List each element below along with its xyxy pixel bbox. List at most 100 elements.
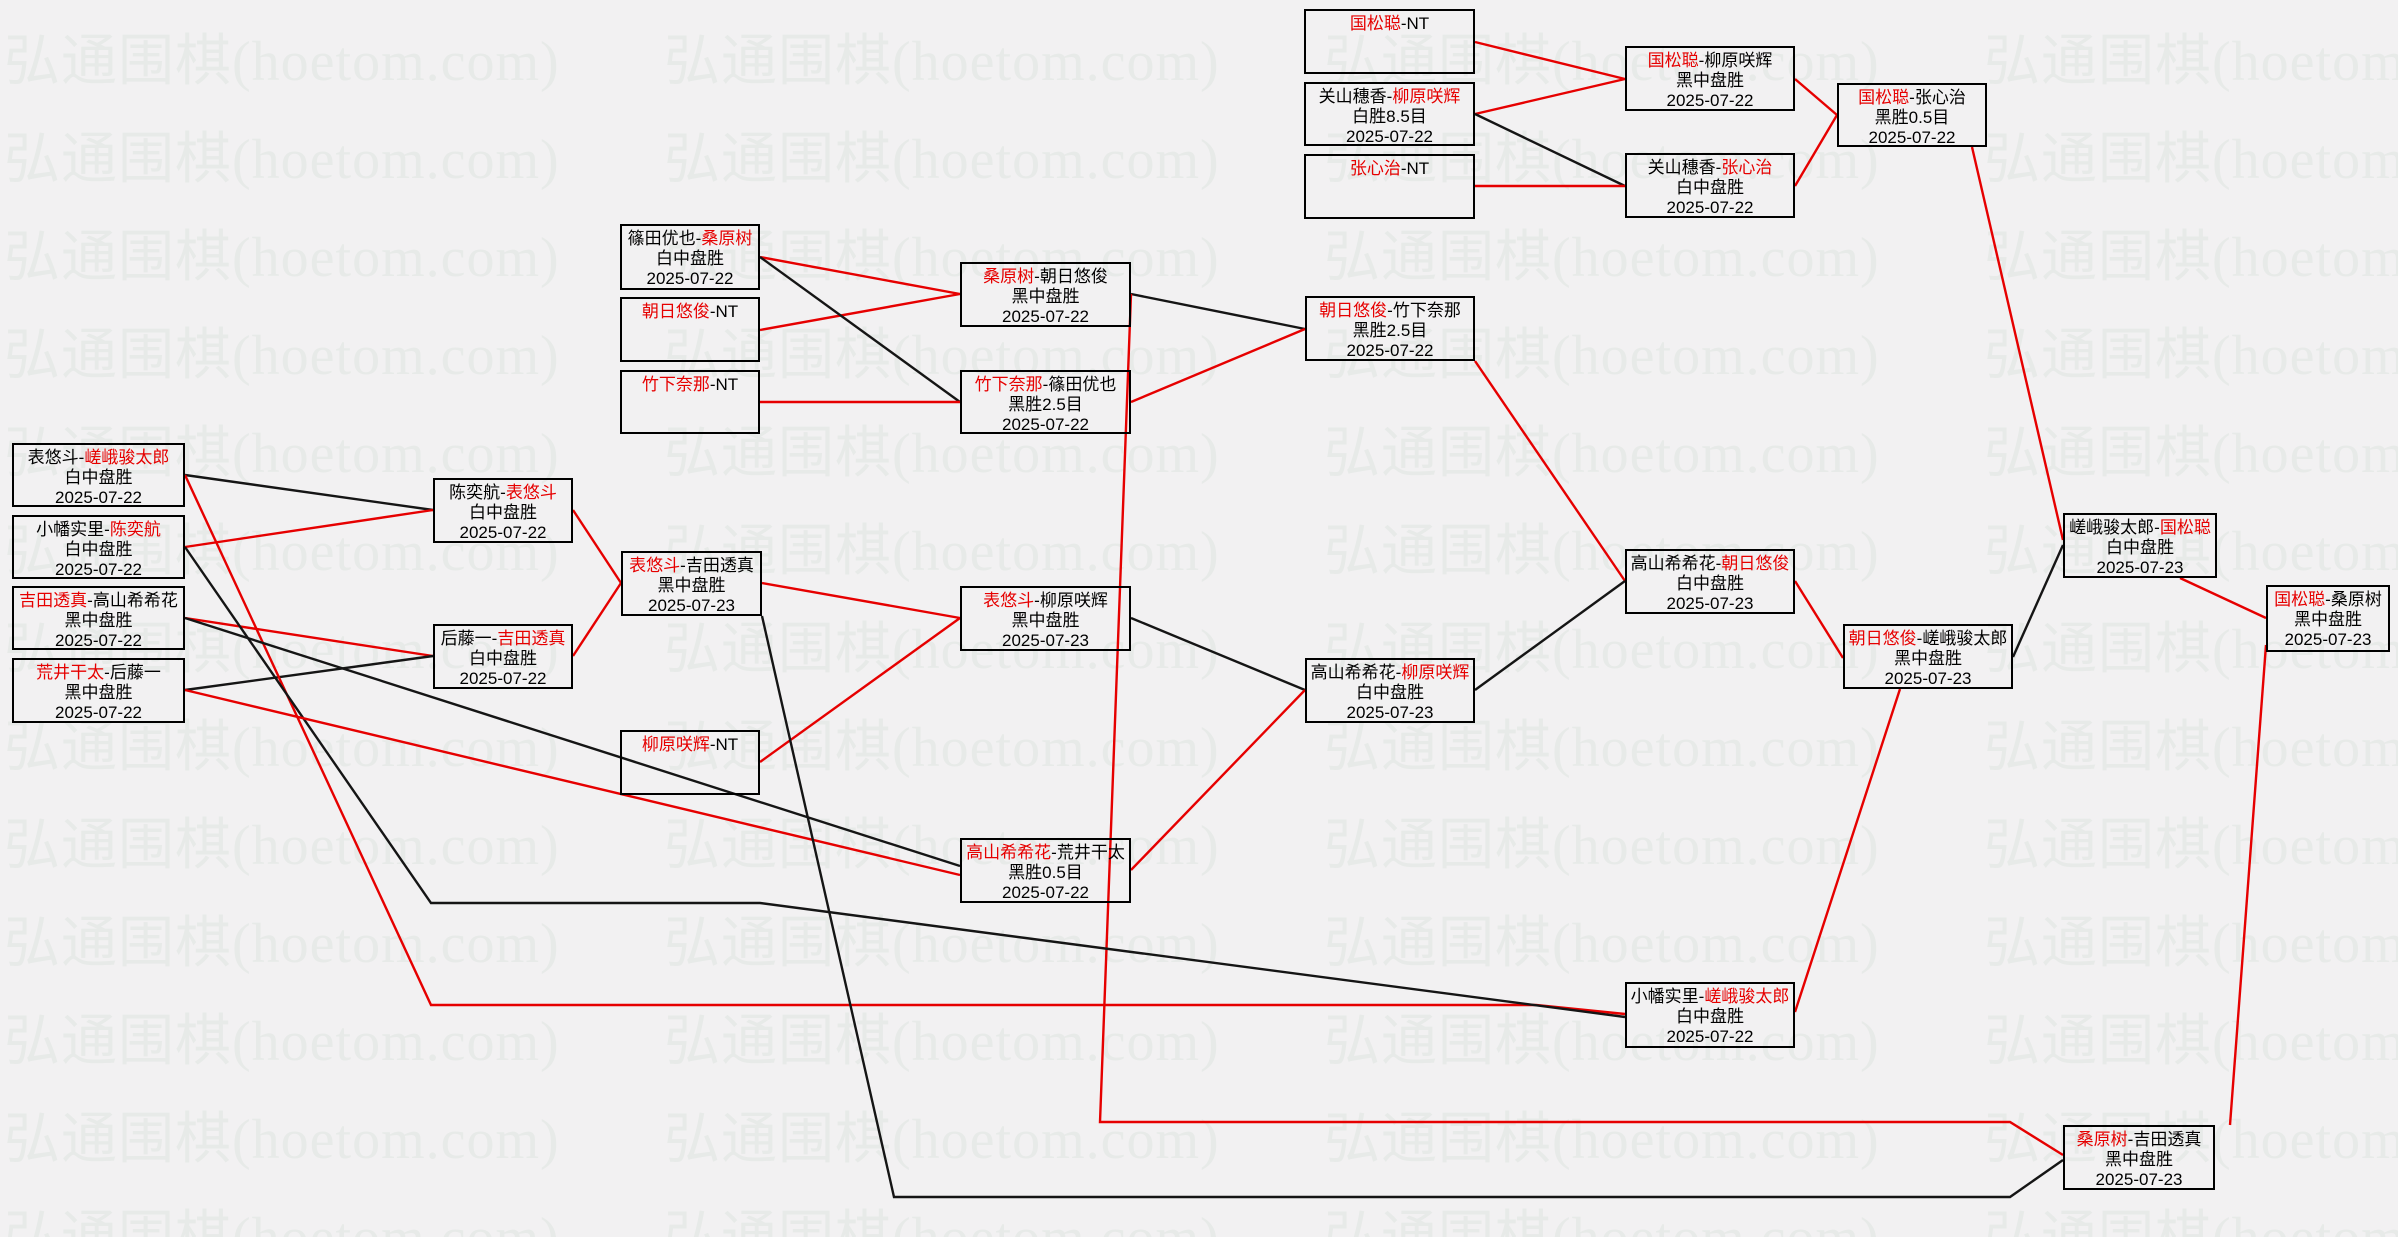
match-players: 桑原树-朝日悠俊 [962, 267, 1129, 287]
match-date: 2025-07-22 [55, 703, 142, 722]
match-players: 篠田优也-桑原树 [622, 229, 758, 249]
match-box-N2[interactable]: 朝日悠俊-NT [620, 297, 760, 362]
bracket-edge-A1-B1 [1474, 40, 1626, 81]
match-players: 朝日悠俊-嵯峨骏太郎 [1845, 629, 2011, 649]
match-box-B2[interactable]: 关山穗香-张心治 白中盘胜 2025-07-22 [1625, 153, 1795, 218]
match-result: 白中盘胜 [2106, 538, 2174, 557]
match-box-X1[interactable]: 桑原树-吉田透真 黑中盘胜 2025-07-23 [2063, 1125, 2215, 1190]
bracket-edge-L2-M1 [184, 508, 434, 549]
player-separator: - [1400, 14, 1407, 33]
player-name: 桑原树 [983, 267, 1035, 286]
bracket-edge-L3-M2 [184, 616, 434, 658]
match-result: 白胜8.5目 [1352, 107, 1427, 126]
match-result: 黑胜2.5目 [1352, 321, 1428, 340]
match-box-N1[interactable]: 篠田优也-桑原树 白中盘胜 2025-07-22 [620, 224, 760, 290]
match-box-L1[interactable]: 表悠斗-嵯峨骏太郎 白中盘胜 2025-07-22 [12, 443, 185, 507]
match-box-P1[interactable]: 朝日悠俊-竹下奈那 黑胜2.5目 2025-07-22 [1305, 296, 1475, 361]
player-separator: - [104, 520, 110, 539]
player-separator: - [709, 375, 716, 394]
player-name: 柳原咲辉 [1039, 591, 1108, 610]
player-separator: - [104, 663, 110, 682]
player-separator: - [2154, 518, 2160, 537]
match-box-U1[interactable]: 嵯峨骏太郎-国松聪 白中盘胜 2025-07-23 [2063, 513, 2217, 578]
bracket-edge-L1-W1 [183, 474, 1626, 1016]
match-box-Q2[interactable]: 高山希希花-荒井干太 黑胜0.5目 2025-07-22 [960, 838, 1131, 903]
match-box-L3[interactable]: 吉田透真-高山希希花 黑中盘胜 2025-07-22 [12, 586, 185, 650]
bracket-edge-L2-W1 [184, 546, 1626, 1019]
match-players: 张心治-NT [1306, 159, 1473, 179]
player-name: NT [715, 375, 739, 394]
match-box-L2[interactable]: 小幡实里-陈奕航 白中盘胜 2025-07-22 [12, 515, 185, 579]
match-box-O1[interactable]: 桑原树-朝日悠俊 黑中盘胜 2025-07-22 [960, 262, 1131, 327]
player-name: 表悠斗 [505, 483, 557, 502]
match-players: 朝日悠俊-竹下奈那 [1307, 301, 1473, 321]
match-result: 黑胜0.5目 [1874, 108, 1950, 127]
match-date: 2025-07-23 [1884, 669, 1972, 688]
player-name: NT [715, 735, 739, 754]
match-date: 2025-07-22 [1002, 307, 1089, 326]
match-box-N3[interactable]: 竹下奈那-NT [620, 370, 760, 434]
match-box-Q1[interactable]: 表悠斗-柳原咲辉 黑中盘胜 2025-07-23 [960, 586, 1131, 651]
player-separator: - [1698, 987, 1705, 1006]
match-result: 黑中盘胜 [657, 576, 726, 595]
match-result: 白中盘胜 [1676, 574, 1744, 593]
match-date: 2025-07-22 [459, 669, 547, 688]
player-separator: - [1698, 51, 1705, 70]
player-name: 吉田透真 [19, 591, 88, 610]
player-separator: - [1916, 629, 1923, 648]
player-separator: - [1386, 87, 1393, 106]
match-result: 白中盘胜 [1676, 1007, 1744, 1026]
bracket-edge-S1-T1 [1793, 580, 1845, 659]
match-box-M1[interactable]: 陈奕航-表悠斗 白中盘胜 2025-07-22 [433, 478, 573, 543]
match-box-A3[interactable]: 张心治-NT [1304, 154, 1475, 219]
match-box-M3[interactable]: 表悠斗-吉田透真 黑中盘胜 2025-07-23 [621, 551, 762, 616]
player-separator: - [1034, 267, 1040, 286]
match-box-A1[interactable]: 国松聪-NT [1304, 9, 1475, 74]
player-separator: - [695, 229, 702, 248]
match-date: 2025-07-23 [1002, 631, 1089, 650]
player-separator: - [1034, 591, 1040, 610]
bracket-edge-M3-X1 [760, 615, 2064, 1199]
match-players: 高山希希花-朝日悠俊 [1627, 554, 1793, 574]
bracket-edge-L4-M2 [184, 654, 434, 692]
match-players: 竹下奈那-篠田优也 [962, 375, 1129, 395]
match-box-W1[interactable]: 小幡实里-嵯峨骏太郎 白中盘胜 2025-07-22 [1625, 982, 1795, 1048]
player-name: 柳原咲辉 [1401, 663, 1470, 682]
match-players: 陈奕航-表悠斗 [435, 483, 571, 503]
match-box-V1[interactable]: 国松聪-桑原树 黑中盘胜 2025-07-23 [2266, 585, 2390, 652]
player-name: 桑原树 [2076, 1130, 2128, 1149]
match-result: 黑中盘胜 [1011, 611, 1080, 630]
match-result: 白中盘胜 [1356, 683, 1424, 702]
match-date: 2025-07-22 [1346, 127, 1433, 146]
match-box-A2[interactable]: 关山穗香-柳原咲辉 白胜8.5目 2025-07-22 [1304, 82, 1475, 146]
match-result: 白中盘胜 [64, 540, 133, 559]
bracket-edge-X1-V1 [2228, 644, 2268, 1126]
match-result: 黑中盘胜 [1894, 649, 1962, 668]
player-name: 柳原咲辉 [1392, 87, 1461, 106]
match-result: 黑中盘胜 [2294, 610, 2362, 629]
match-players: 表悠斗-柳原咲辉 [962, 591, 1129, 611]
match-result: 白中盘胜 [469, 649, 537, 668]
match-players: 竹下奈那-NT [622, 375, 758, 395]
match-result: 黑中盘胜 [1676, 71, 1744, 90]
player-separator: - [1715, 158, 1722, 177]
match-date: 2025-07-22 [646, 269, 734, 288]
player-name: 吉田透真 [2133, 1130, 2202, 1149]
match-box-L4[interactable]: 荒井干太-后藤一 黑中盘胜 2025-07-22 [12, 658, 185, 723]
match-box-N4[interactable]: 柳原咲辉-NT [620, 730, 760, 795]
bracket-edge-P1-S1 [1474, 360, 1626, 582]
bracket-edge-M3-Q1 [761, 581, 961, 620]
match-box-B1[interactable]: 国松聪-柳原咲辉 黑中盘胜 2025-07-22 [1625, 46, 1795, 111]
match-box-R1[interactable]: 高山希希花-柳原咲辉 白中盘胜 2025-07-23 [1305, 658, 1475, 723]
player-name: 朝日悠俊 [1848, 629, 1917, 648]
match-players: 吉田透真-高山希希花 [14, 591, 183, 611]
match-box-C1[interactable]: 国松聪-张心治 黑胜0.5目 2025-07-22 [1837, 83, 1987, 147]
player-name: 高山希希花 [1310, 663, 1396, 682]
match-date: 2025-07-22 [55, 560, 142, 579]
bracket-edge-L1-M1 [184, 473, 434, 512]
match-box-S1[interactable]: 高山希希花-朝日悠俊 白中盘胜 2025-07-23 [1625, 549, 1795, 614]
match-box-M2[interactable]: 后藤一-吉田透真 白中盘胜 2025-07-22 [433, 624, 573, 689]
match-box-O2[interactable]: 竹下奈那-篠田优也 黑胜2.5目 2025-07-22 [960, 370, 1131, 434]
match-box-T1[interactable]: 朝日悠俊-嵯峨骏太郎 黑中盘胜 2025-07-23 [1843, 624, 2013, 689]
